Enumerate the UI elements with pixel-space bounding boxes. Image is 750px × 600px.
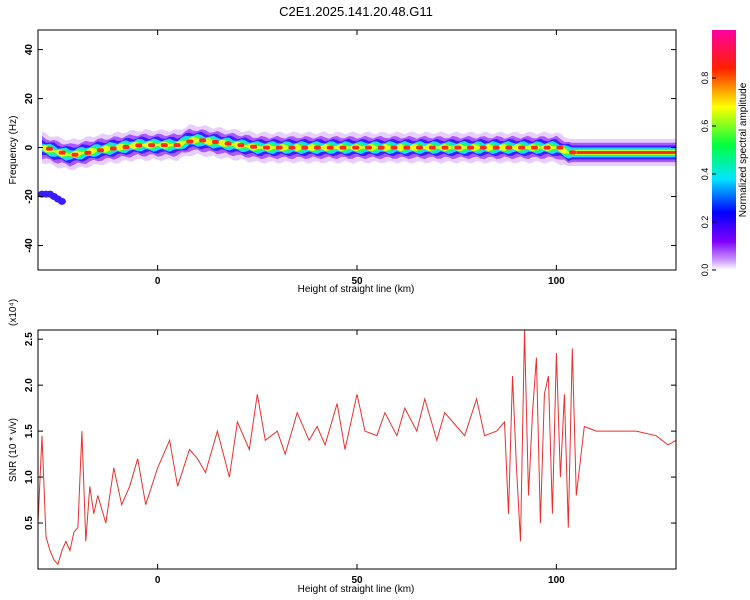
spectrogram-y-tick-label: -20	[24, 189, 35, 204]
spectrogram-peak-segment	[365, 145, 372, 150]
snr-series-line	[38, 330, 676, 566]
spectrogram-x-axis-label: Height of straight line (km)	[298, 284, 415, 295]
spectrogram-peak-segment	[84, 150, 92, 155]
spectrogram-peak-segment	[416, 145, 423, 150]
colorbar-gradient	[712, 30, 736, 270]
snr-x-ticks: 0 50 100	[155, 330, 565, 586]
spectrogram-peak-segment	[390, 145, 398, 150]
colorbar-label: Normalized spectral amplitude	[738, 82, 749, 217]
snr-y-tick-label: 1.0	[24, 470, 35, 484]
spectrogram-peak-segment	[352, 145, 360, 150]
spectrogram-peak-segment	[339, 145, 347, 150]
colorbar-tick-label: 0.8	[700, 72, 710, 85]
snr-x-tick-label: 50	[351, 575, 363, 586]
spectrogram-peak-segment	[46, 146, 53, 151]
snr-y-axis-label: SNR (10 * v/v)	[8, 418, 19, 482]
snr-plot-area	[38, 330, 676, 569]
spectrogram-peak-segment	[569, 150, 577, 155]
spectrogram-peak-segment	[211, 140, 219, 144]
snr-panel: 0 50 100 0.5 1.0 1.5 2.0 2.5 Height of straigh…	[8, 299, 677, 595]
spectrogram-side-band-point	[57, 197, 66, 205]
spectrogram-peak-segment	[301, 145, 309, 150]
spectrogram-x-tick-label: 0	[155, 276, 161, 287]
spectrogram-peak-segment	[467, 145, 475, 150]
spectrogram-peak-segment	[479, 145, 487, 150]
spectrogram-peak-segment	[505, 145, 513, 150]
spectrogram-peak-segment	[326, 145, 334, 150]
snr-y-tick-label: 2.5	[24, 332, 35, 346]
spectrogram-peak-segment	[518, 145, 526, 150]
spectrogram-peak-segment	[148, 143, 156, 148]
spectrogram-y-tick-label: 40	[24, 44, 35, 56]
colorbar-ticks: 0.0 0.2 0.4 0.6 0.8	[700, 72, 716, 277]
spectrogram-peak-segment	[160, 143, 168, 148]
spectrogram-y-axis-label: Frequency (Hz)	[8, 116, 19, 185]
spectrogram-peak-segment	[186, 139, 194, 144]
colorbar: 0.0 0.2 0.4 0.6 0.8 Normalized spectral ampl…	[700, 30, 749, 276]
spectrogram-peak-segment	[543, 145, 551, 150]
spectrogram-peak-segment	[441, 145, 449, 150]
spectrogram-peak-segment	[454, 145, 462, 150]
spectrogram-peak-segment	[288, 145, 296, 150]
snr-y-ticks: 0.5 1.0 1.5 2.0 2.5	[24, 332, 676, 530]
snr-y-tick-label: 2.0	[24, 378, 35, 392]
colorbar-tick-label: 0.6	[700, 120, 710, 133]
spectrogram-peak-segment	[377, 145, 385, 150]
spectrogram-peak-segment	[199, 138, 207, 143]
chart-title: C2E1.2025.141.20.48.G11	[279, 4, 433, 19]
spectrogram-peak-segment	[492, 145, 500, 150]
spectrogram-y-ticks: -40 -20 0 20 40	[24, 44, 676, 253]
snr-x-tick-label: 100	[548, 575, 565, 586]
spectrogram-heatmap	[38, 124, 676, 205]
spectrogram-peak-segment	[135, 143, 143, 148]
spectrogram-peak-segment	[262, 145, 270, 150]
spectrogram-y-tick-label: -40	[24, 238, 35, 253]
spectrogram-x-tick-label: 50	[351, 276, 363, 287]
spectrogram-peak-segment	[71, 152, 79, 157]
spectrogram-y-tick-label: 20	[24, 93, 35, 105]
spectrogram-panel: 0 50 100 -40 -20 0 20 40 Height of straight li…	[8, 29, 677, 295]
spectrogram-peak-segment	[109, 146, 117, 151]
spectrogram-x-ticks: 0 50 100	[155, 30, 565, 287]
colorbar-tick-label: 0.2	[700, 216, 710, 229]
spectrogram-peak-segment	[173, 143, 181, 148]
spectrogram-peak-segment	[224, 141, 232, 146]
spectrogram-peak-segment	[250, 144, 258, 149]
snr-x-axis-label: Height of straight line (km)	[298, 584, 415, 595]
snr-x-tick-label: 0	[155, 575, 161, 586]
spectrogram-peak-segment	[122, 145, 130, 149]
colorbar-tick-label: 0.0	[700, 264, 710, 277]
spectrogram-x-tick-label: 100	[548, 276, 565, 287]
spectrogram-peak-segment	[237, 143, 245, 148]
snr-scale-factor-label: (x10⁴)	[8, 299, 19, 326]
spectrogram-peak-segment	[403, 145, 411, 150]
spectrogram-peak-segment	[97, 148, 104, 153]
spectrogram-peak-segment	[428, 145, 436, 150]
spectrogram-y-tick-label: 0	[24, 144, 35, 150]
colorbar-tick-label: 0.4	[700, 168, 710, 181]
snr-y-tick-label: 1.5	[24, 424, 35, 438]
spectrogram-peak-segment	[313, 145, 321, 150]
spectrogram-peak-segment	[58, 150, 66, 155]
spectrogram-peak-segment	[556, 145, 564, 150]
spectrogram-peak-segment	[275, 145, 283, 150]
spectrogram-peak-segment	[530, 145, 538, 150]
snr-y-tick-label: 0.5	[24, 516, 35, 530]
